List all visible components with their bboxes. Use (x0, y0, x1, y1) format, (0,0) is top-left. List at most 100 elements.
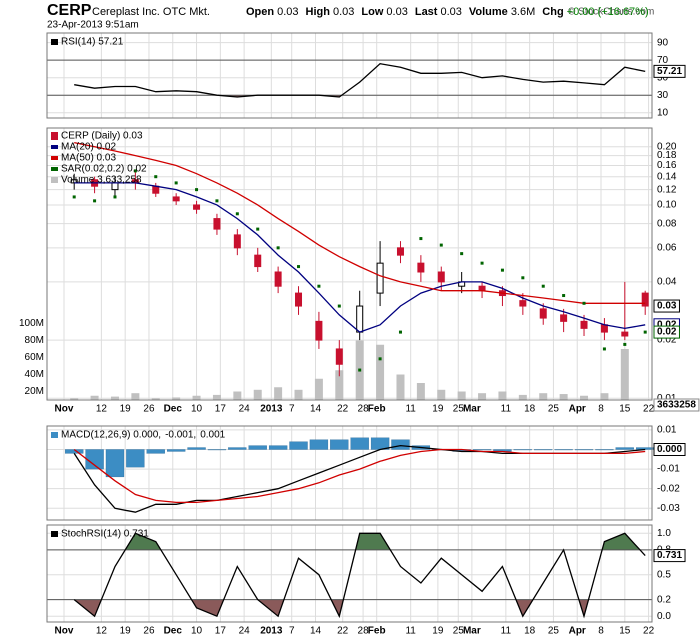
x-tick-label: 19 (120, 404, 132, 415)
x-tick-label: 19 (432, 404, 444, 415)
volume-bar (559, 394, 568, 400)
candle-body (274, 271, 282, 287)
sar-dot (582, 301, 586, 305)
last-value-label: 3633258 (657, 400, 696, 411)
lower-band-fill (74, 599, 646, 617)
quote-value: 0.03 (333, 6, 354, 18)
volume-bar (396, 374, 405, 400)
candle-body (193, 204, 201, 210)
x-tick-label: Dec (164, 404, 183, 415)
sar-dot (235, 212, 239, 216)
x-tick-label: 11 (405, 626, 416, 637)
y-tick-label: 30 (657, 90, 669, 101)
x-tick-label: 19 (120, 626, 132, 637)
histogram-bar (554, 449, 573, 451)
x-tick-label: 22 (643, 626, 655, 637)
quote-value: +0.00 (+16.67%) (567, 6, 649, 18)
y-tick-label: 0.10 (657, 200, 677, 211)
x-tick-label: 8 (598, 404, 604, 415)
quote-value: 0.03 (440, 6, 461, 18)
last-value-box (653, 549, 686, 563)
y-tick-label: 0.20 (657, 141, 677, 152)
last-value-box (653, 64, 686, 78)
quote-value: 0.03 (277, 6, 298, 18)
legend-swatch (51, 39, 58, 45)
x-tick-label: 22 (643, 404, 655, 415)
y-tick-label: 70 (657, 55, 669, 66)
sar-dot (602, 347, 606, 351)
panel-frame (46, 425, 653, 521)
sar-dot (500, 268, 504, 272)
legend-entry: 0.001 (200, 430, 225, 441)
volume-bar (110, 396, 119, 400)
datetime: 23-Apr-2013 9:51am (47, 20, 139, 31)
x-tick-label: Mar (463, 404, 481, 415)
histogram-bar (167, 449, 186, 452)
legend-entry: CERP (Daily) 0.03 (61, 131, 143, 142)
y-tick-label: 1.0 (657, 528, 671, 539)
y-tick-label: 0.06 (657, 242, 677, 253)
y-tick-label: 0.01 (657, 393, 677, 404)
last-value-label: 0.02 (657, 327, 677, 338)
x-tick-label: 11 (405, 404, 416, 415)
volume-bar (294, 389, 303, 400)
sar-dot (154, 175, 158, 179)
candle-body (417, 262, 425, 273)
volume-bar (457, 391, 466, 400)
volume-tick-label: 80M (25, 335, 44, 346)
volume-bar (478, 393, 487, 400)
quote: Open 0.03 High 0.03 Low 0.03 Last 0.03 Volume 3.6… (246, 6, 649, 18)
y-tick-label: 0.01 (657, 425, 677, 436)
y-tick-label: 90 (657, 37, 669, 48)
volume-tick-label: 100M (19, 318, 44, 329)
histogram-bar (146, 449, 165, 454)
x-tick-label: 15 (619, 626, 631, 637)
histogram-bar (615, 447, 634, 450)
quote-label: Volume (469, 6, 508, 18)
candle-body (172, 196, 180, 202)
x-tick-label: 14 (310, 404, 322, 415)
x-tick-label: 18 (524, 626, 536, 637)
x-tick-label: Feb (368, 626, 386, 637)
candle-body (600, 324, 608, 333)
x-tick-label: 10 (191, 626, 203, 637)
candle-body (621, 331, 629, 337)
last-value-label: 0.02 (657, 319, 677, 330)
histogram-bar (391, 439, 410, 450)
series-line (74, 182, 646, 333)
candle-body (356, 305, 364, 333)
candle-body (437, 271, 445, 283)
legend-swatch (51, 145, 58, 149)
legend-swatch (51, 531, 58, 537)
x-tick-label: 28 (358, 626, 370, 637)
x-tick-label: 14 (310, 626, 322, 637)
legend-entry: Volume 3,633,258 (61, 175, 142, 186)
candle-body (152, 185, 160, 194)
x-tick-label: 18 (524, 404, 536, 415)
y-tick-label: 0.18 (657, 150, 677, 161)
credit: © StockCharts.com (568, 7, 654, 18)
x-tick-label: 17 (215, 626, 227, 637)
x-tick-label: 26 (143, 626, 155, 637)
histogram-bar (513, 449, 532, 451)
x-tick-label: 12 (96, 626, 108, 637)
legend-entry: StochRSI(14) 0.731 (61, 529, 149, 540)
x-tick-label: 22 (337, 404, 349, 415)
candle-body (335, 348, 343, 365)
candle-body (315, 320, 323, 341)
sar-dot (439, 243, 443, 247)
x-tick-label: 26 (143, 404, 155, 415)
volume-bar (274, 387, 283, 400)
sar-dot (460, 252, 464, 256)
sar-dot (480, 261, 484, 265)
y-tick-label: 0.04 (657, 277, 677, 288)
x-tick-label: Nov (55, 404, 74, 415)
y-tick-label: 0.16 (657, 160, 677, 171)
sar-dot (72, 195, 76, 199)
sar-dot (215, 199, 219, 203)
legend-entry: -0.001, (165, 430, 196, 441)
histogram-bar (105, 449, 125, 478)
panel-frame (46, 32, 653, 119)
volume-bar (600, 393, 609, 400)
volume-bar (90, 395, 99, 400)
